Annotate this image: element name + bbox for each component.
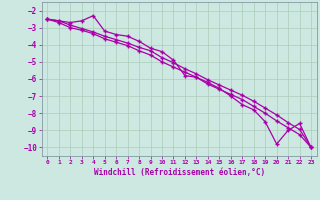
X-axis label: Windchill (Refroidissement éolien,°C): Windchill (Refroidissement éolien,°C) <box>94 168 265 177</box>
